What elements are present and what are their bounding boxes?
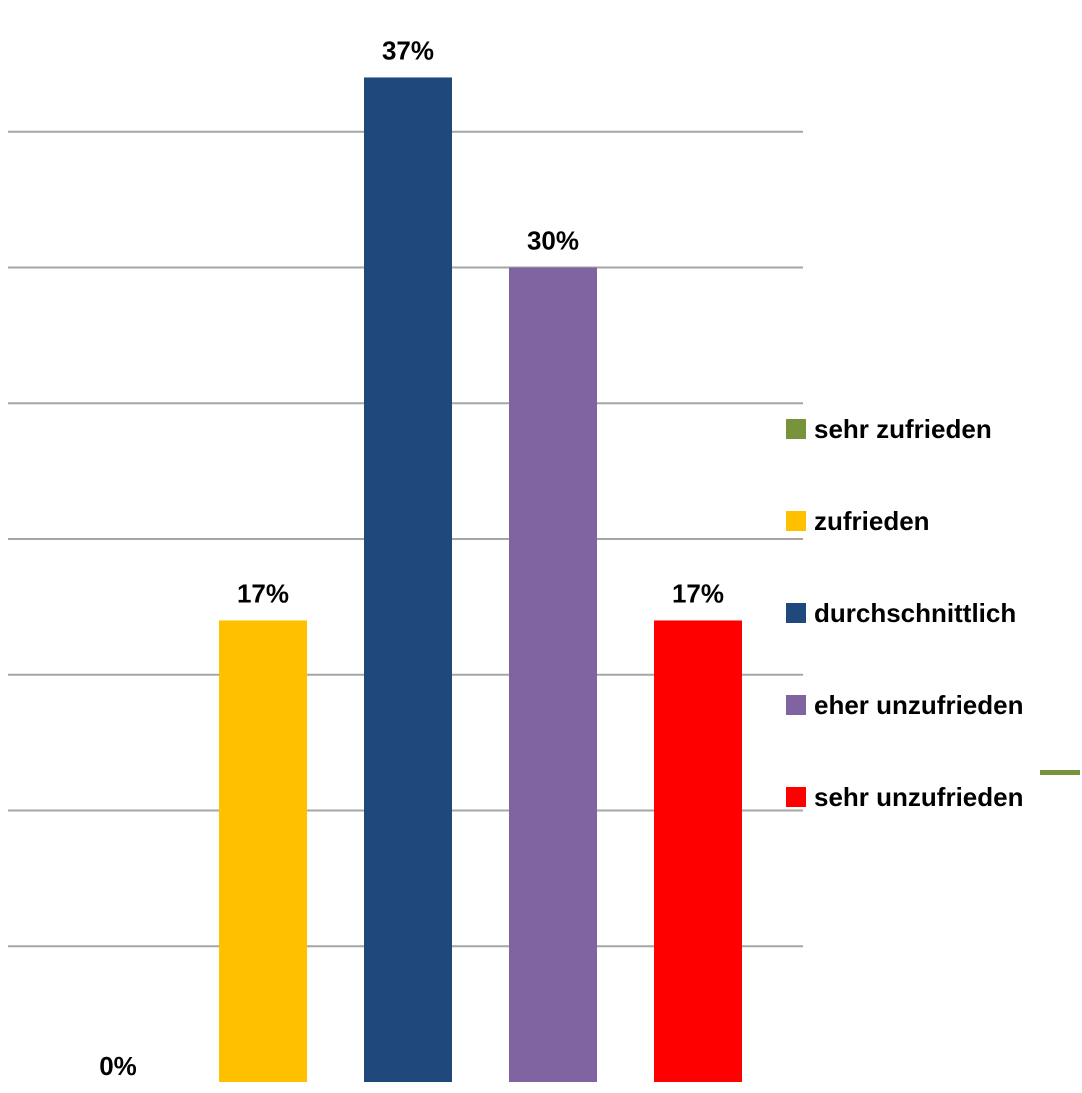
legend-item-zufrieden: zufrieden: [786, 506, 930, 536]
data-label: 37%: [382, 35, 434, 65]
legend-label: zufrieden: [814, 506, 930, 536]
legend-label: sehr zufrieden: [814, 414, 992, 444]
legend-label: durchschnittlich: [814, 598, 1016, 628]
bars: [219, 77, 742, 1082]
legend-swatch: [786, 511, 806, 531]
legend-item-durchschnittlich: durchschnittlich: [786, 598, 1016, 628]
data-label: 0%: [99, 1051, 137, 1081]
legend-item-eher-unzufrieden: eher unzufrieden: [786, 690, 1023, 720]
decoration-line: [1040, 770, 1080, 775]
legend-item-sehr-unzufrieden: sehr unzufrieden: [786, 782, 1023, 812]
legend-swatch: [786, 787, 806, 807]
bar-durchschnittlich: [364, 77, 452, 1082]
legend-label: sehr unzufrieden: [814, 782, 1023, 812]
legend-swatch: [786, 603, 806, 623]
legend-label: eher unzufrieden: [814, 690, 1023, 720]
bar-eher-unzufrieden: [509, 267, 597, 1082]
legend-item-sehr-zufrieden: sehr zufrieden: [786, 414, 992, 444]
legend-swatch: [786, 419, 806, 439]
legend-swatch: [786, 695, 806, 715]
bar-zufrieden: [219, 620, 307, 1082]
data-labels: 0% 17% 37% 30% 17%: [99, 35, 724, 1081]
bar-sehr-unzufrieden: [654, 620, 742, 1082]
data-label: 17%: [672, 578, 724, 608]
data-label: 30%: [527, 226, 579, 256]
data-label: 17%: [237, 578, 289, 608]
legend: sehr zufrieden zufrieden durchschnittlich e…: [786, 414, 1023, 812]
